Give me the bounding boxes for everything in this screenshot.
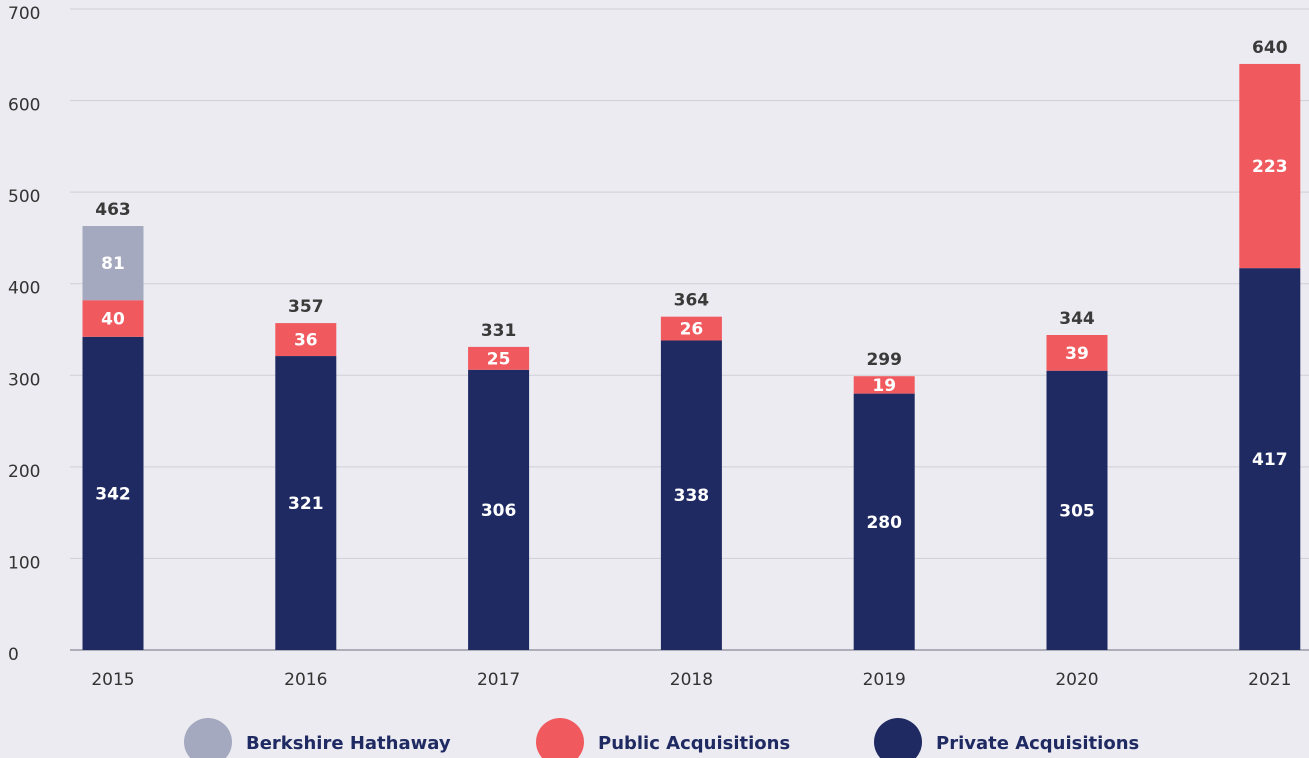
segment-label: 305 xyxy=(1059,501,1095,521)
y-tick-label: 300 xyxy=(8,370,40,390)
segment-label: 338 xyxy=(674,486,710,506)
segment-label: 40 xyxy=(101,310,125,330)
y-tick-label: 0 xyxy=(8,645,19,665)
legend-swatch xyxy=(874,718,922,758)
segment-label: 26 xyxy=(680,320,704,340)
legend-label: Berkshire Hathaway xyxy=(246,733,451,754)
bar-segment xyxy=(468,346,530,370)
x-tick-label: 2016 xyxy=(284,670,327,690)
x-tick-label: 2017 xyxy=(477,670,520,690)
bar-segment xyxy=(468,369,530,650)
total-label: 640 xyxy=(1252,38,1288,58)
x-tick-label: 2018 xyxy=(670,670,713,690)
segment-label: 25 xyxy=(487,349,511,369)
bar-segment xyxy=(1239,268,1301,650)
legend-label: Public Acquisitions xyxy=(598,733,790,754)
segment-label: 342 xyxy=(95,484,131,504)
legend-swatch xyxy=(536,718,584,758)
bar-segment xyxy=(853,376,915,394)
bar-segment xyxy=(1046,334,1108,371)
bar-segment xyxy=(1239,63,1301,269)
bar-segment xyxy=(82,226,144,301)
segment-label: 417 xyxy=(1252,450,1288,470)
bar-segment xyxy=(82,300,144,337)
segment-label: 223 xyxy=(1252,157,1288,177)
segment-label: 321 xyxy=(288,494,324,514)
y-tick-label: 600 xyxy=(8,96,40,116)
segment-label: 81 xyxy=(101,254,125,274)
total-label: 331 xyxy=(481,321,517,341)
bar-segment xyxy=(82,336,144,650)
y-tick-label: 700 xyxy=(8,4,40,24)
x-tick-label: 2020 xyxy=(1055,670,1098,690)
bar-segment xyxy=(275,356,337,650)
bar-segment xyxy=(660,316,722,341)
total-label: 299 xyxy=(866,350,902,370)
total-label: 463 xyxy=(95,200,131,220)
y-tick-label: 500 xyxy=(8,187,40,207)
segment-label: 39 xyxy=(1065,344,1089,364)
x-tick-label: 2019 xyxy=(863,670,906,690)
total-label: 357 xyxy=(288,297,324,317)
legend-label: Private Acquisitions xyxy=(936,733,1139,754)
segment-label: 36 xyxy=(294,331,318,351)
segment-label: 306 xyxy=(481,501,517,521)
y-tick-label: 100 xyxy=(8,553,40,573)
x-tick-label: 2021 xyxy=(1248,670,1291,690)
segment-label: 19 xyxy=(872,376,896,396)
x-tick-label: 2015 xyxy=(91,670,134,690)
segment-label: 280 xyxy=(866,513,902,533)
bar-segment xyxy=(660,340,722,650)
bar-segment xyxy=(853,393,915,650)
legend-swatch xyxy=(184,718,232,758)
total-label: 344 xyxy=(1059,309,1095,329)
bar-segment xyxy=(275,323,337,357)
y-tick-label: 200 xyxy=(8,462,40,482)
total-label: 364 xyxy=(674,291,710,311)
bar-segment xyxy=(1046,370,1108,650)
y-tick-label: 400 xyxy=(8,279,40,299)
